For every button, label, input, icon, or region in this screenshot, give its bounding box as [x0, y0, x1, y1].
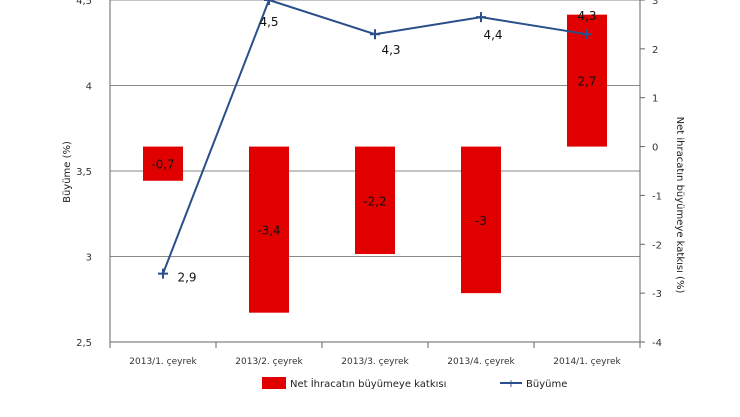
legend-bar-swatch [262, 377, 286, 389]
left-tick-label: 4 [86, 82, 92, 93]
bar-value-label: -3,4 [257, 224, 280, 238]
right-tick-label: 3 [652, 0, 658, 7]
data-labels: -0,7 -3,4 -2,2 -3 2,7 2,9 4,5 4,3 4,4 4,3 [151, 9, 596, 284]
left-tick-label: 3 [86, 253, 92, 264]
growth-point [370, 29, 380, 40]
bar [461, 146, 501, 294]
growth-point [476, 12, 486, 23]
bar-value-label: -0,7 [151, 158, 174, 172]
right-tick-label: -1 [652, 191, 662, 202]
growth-point [158, 268, 168, 279]
category-label: 2014/1. çeyrek [553, 357, 621, 367]
legend-bar-label: Net İhracatın büyümeye katkısı [290, 377, 446, 390]
bar [249, 146, 289, 313]
left-tick-label: 2,5 [76, 338, 92, 349]
right-tick-label: 1 [652, 94, 658, 105]
category-label: 2013/1. çeyrek [129, 357, 197, 367]
growth-point [264, 0, 274, 5]
bar-value-label: 2,7 [577, 75, 596, 89]
category-label: 2013/4. çeyrek [447, 357, 515, 367]
right-tick-label: -3 [652, 289, 662, 300]
line-series [158, 0, 592, 279]
growth-value-label: 4,5 [259, 15, 278, 29]
growth-point [582, 29, 592, 40]
growth-value-label: 4,4 [483, 28, 502, 42]
right-tick-label: 0 [652, 143, 658, 154]
legend: Net İhracatın büyümeye katkısı + Büyüme [262, 377, 567, 390]
legend-line-label: Büyüme [526, 379, 567, 390]
bar-series [143, 14, 607, 313]
category-label: 2013/2. çeyrek [235, 357, 303, 367]
growth-value-label: 2,9 [177, 271, 196, 285]
right-tick-label: 2 [652, 45, 658, 56]
right-tick-label: -4 [652, 338, 662, 349]
bar [143, 146, 183, 181]
legend-line-marker: + [506, 377, 515, 390]
growth-value-label: 4,3 [577, 9, 596, 23]
right-tick-label: -2 [652, 240, 662, 251]
left-tick-label: 4,5 [76, 0, 92, 7]
bar-value-label: -3 [475, 214, 487, 228]
left-tick-label: 3,5 [76, 167, 92, 178]
left-axis-title: Büyüme (%) [62, 141, 73, 203]
category-label: 2013/3. çeyrek [341, 357, 409, 367]
bar-value-label: -2,2 [363, 194, 386, 208]
right-axis-title: Net ihracatın büyümeye katkısı (%) [674, 117, 685, 294]
growth-value-label: 4,3 [381, 43, 400, 57]
bar [355, 146, 395, 255]
axes: 2,5 3 3,5 4 4,5 -4 -3 -2 -1 0 1 2 3 2013/1. çeyrek 201… [76, 0, 662, 367]
